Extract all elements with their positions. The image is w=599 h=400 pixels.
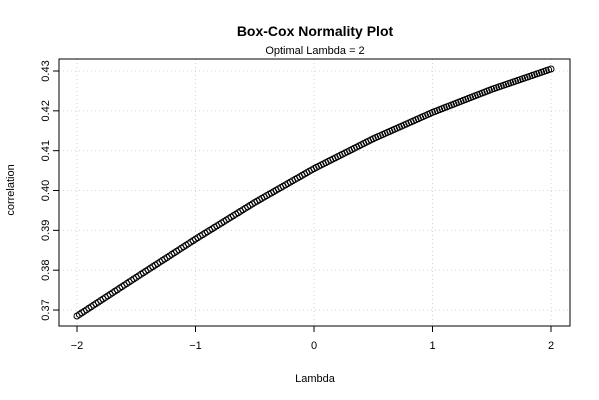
x-tick-label: 2 xyxy=(548,340,554,352)
chart-subtitle: Optimal Lambda = 2 xyxy=(265,45,364,57)
y-tick-label: 0.40 xyxy=(40,180,52,201)
data-point xyxy=(547,65,555,73)
chart-title: Box-Cox Normality Plot xyxy=(237,23,394,39)
y-tick-label: 0.42 xyxy=(40,100,52,121)
y-tick-label: 0.41 xyxy=(40,140,52,161)
y-tick-label: 0.37 xyxy=(40,299,52,320)
x-tick-label: −1 xyxy=(189,340,202,352)
x-tick-label: 1 xyxy=(429,340,435,352)
y-tick-label: 0.38 xyxy=(40,259,52,280)
grid-lines xyxy=(59,59,570,326)
data-points xyxy=(73,65,555,320)
y-axis: 0.37 0.38 0.39 0.40 0.41 0.42 0.43 xyxy=(40,60,59,321)
y-axis-label: correlation xyxy=(5,164,17,215)
x-tick-label: 0 xyxy=(311,340,317,352)
x-axis-label: Lambda xyxy=(295,373,336,385)
x-tick-label: −2 xyxy=(71,340,84,352)
y-tick-label: 0.43 xyxy=(40,60,52,81)
y-tick-label: 0.39 xyxy=(40,220,52,241)
x-axis: −2 −1 0 1 2 xyxy=(71,326,554,352)
